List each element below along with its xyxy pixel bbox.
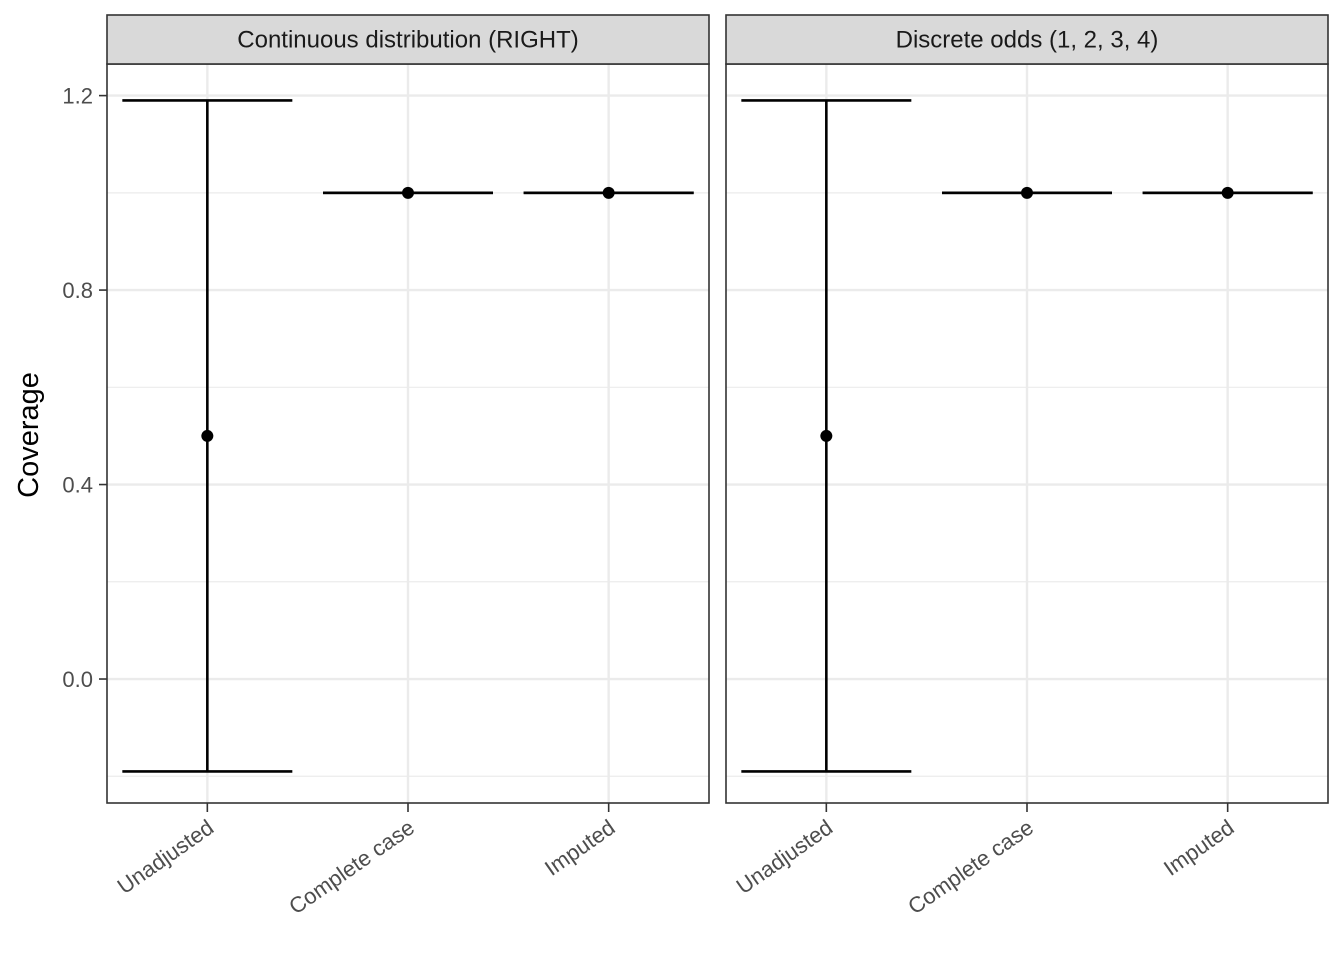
x-tick-label: Unadjusted — [732, 815, 838, 899]
data-point — [1021, 186, 1033, 199]
x-tick-label: Complete case — [903, 815, 1038, 920]
data-point — [1221, 186, 1234, 199]
x-tick-label: Imputed — [540, 815, 619, 881]
facet-strip-label: Continuous distribution (RIGHT) — [237, 27, 578, 54]
facet-strip — [106, 14, 710, 65]
facet-panel: Continuous distribution (RIGHT) Unadjuste… — [106, 14, 710, 920]
data-point — [820, 429, 833, 442]
facet-strip-label: Discrete odds (1, 2, 3, 4) — [896, 27, 1159, 54]
y-tick-label: 1.2 — [62, 84, 93, 109]
y-axis-title: Coverage — [13, 372, 45, 498]
y-tick-label: 0.0 — [62, 667, 93, 692]
facet-panel: Discrete odds (1, 2, 3, 4) Unadjusted Comp… — [725, 14, 1329, 920]
facet-strip — [725, 14, 1329, 65]
data-point — [602, 186, 615, 199]
y-tick-label: 0.4 — [62, 473, 93, 498]
data-point — [402, 186, 414, 199]
y-tick-label: 0.8 — [62, 278, 93, 303]
x-tick-label: Unadjusted — [113, 815, 219, 899]
x-tick-label: Complete case — [284, 815, 419, 920]
data-point — [201, 429, 214, 442]
x-tick-label: Imputed — [1159, 815, 1238, 881]
